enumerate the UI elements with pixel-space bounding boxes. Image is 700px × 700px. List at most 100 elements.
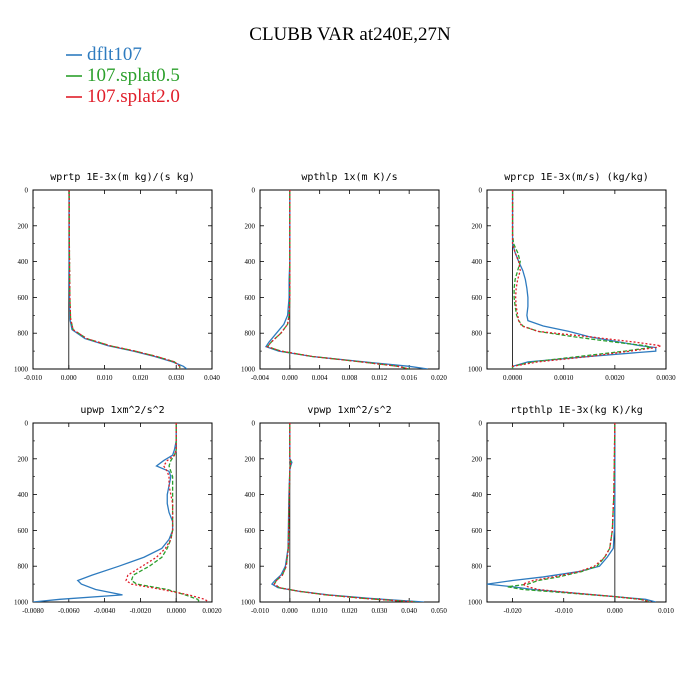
y-tick-label: 600 [472, 294, 483, 302]
legend-label: dflt107 [87, 44, 142, 65]
x-tick-label: 0.000 [607, 607, 623, 615]
x-tick-label: 0.030 [168, 374, 184, 382]
x-tick-label: 0.020 [342, 607, 358, 615]
series-line [270, 423, 425, 602]
y-tick-label: 0 [252, 420, 256, 428]
y-tick-label: 200 [18, 455, 29, 463]
x-tick-label: 0.0020 [605, 374, 625, 382]
y-tick-label: 400 [472, 258, 483, 266]
panel-title: vpwp 1xm^2/s^2 [307, 405, 391, 416]
y-tick-label: 0 [25, 187, 29, 195]
series-line [511, 190, 662, 369]
x-tick-label: 0.0010 [554, 374, 574, 382]
panel-grid: wprtp 1E-3x(m kg)/(s kg) 0 200 400 600 800 100… [14, 172, 676, 615]
chart-panel: wprtp 1E-3x(m kg)/(s kg) 0 200 400 600 800 100… [14, 172, 220, 382]
y-tick-label: 600 [245, 527, 256, 535]
y-tick-label: 800 [18, 330, 29, 338]
y-tick-label: 800 [472, 330, 483, 338]
y-tick-label: 1000 [241, 599, 256, 607]
y-tick-label: 1000 [468, 599, 483, 607]
y-tick-label: 400 [245, 258, 256, 266]
legend-label: 107.splat2.0 [87, 86, 180, 107]
chart-panel: wpthlp 1x(m K)/s 0 200 400 600 800 1000-0.004 0… [241, 172, 447, 382]
x-tick-label: 0.010 [658, 607, 674, 615]
x-tick-label: -0.0060 [58, 607, 80, 615]
y-tick-label: 200 [245, 455, 256, 463]
plot-frame [259, 189, 440, 370]
plot-frame [486, 422, 667, 603]
y-tick-label: 600 [472, 527, 483, 535]
y-tick-label: 800 [18, 563, 29, 571]
legend-label: 107.splat0.5 [87, 65, 180, 86]
x-tick-label: 0.020 [431, 374, 447, 382]
series-line [68, 190, 181, 369]
plot-frame [259, 422, 440, 603]
y-tick-label: 200 [472, 455, 483, 463]
series-line [521, 423, 651, 602]
y-tick-label: 0 [479, 187, 483, 195]
x-tick-label: 0.0030 [656, 374, 676, 382]
y-tick-label: 1000 [241, 366, 256, 374]
chart-panel: vpwp 1xm^2/s^2 0 200 400 600 800 1000-0.010 0.0… [241, 405, 447, 615]
panel-title: rtpthlp 1E-3x(kg K)/kg [510, 405, 642, 416]
y-tick-label: 200 [245, 222, 256, 230]
plot-frame [32, 189, 213, 370]
y-tick-label: 0 [25, 420, 29, 428]
panel-title: wprtp 1E-3x(m kg)/(s kg) [50, 172, 195, 183]
y-tick-label: 600 [18, 527, 29, 535]
panel-title: wpthlp 1x(m K)/s [301, 172, 397, 183]
y-tick-label: 800 [245, 330, 256, 338]
series-line [266, 190, 410, 369]
x-tick-label: 0.000 [282, 374, 298, 382]
figure-title: CLUBB VAR at240E,27N [249, 24, 451, 45]
x-tick-label: 0.030 [371, 607, 387, 615]
y-tick-label: 1000 [468, 366, 483, 374]
series-line [273, 423, 416, 602]
x-tick-label: -0.0020 [130, 607, 152, 615]
x-tick-label: 0.016 [401, 374, 417, 382]
x-tick-label: 0.0020 [202, 607, 222, 615]
y-tick-label: 600 [18, 294, 29, 302]
x-tick-label: 0.040 [204, 374, 220, 382]
y-tick-label: 200 [18, 222, 29, 230]
y-tick-label: 400 [472, 491, 483, 499]
x-tick-label: -0.020 [504, 607, 523, 615]
chart-panel: rtpthlp 1E-3x(kg K)/kg 0 200 400 600 800 1000 -… [468, 405, 674, 615]
x-tick-label: 0.004 [312, 374, 328, 382]
x-tick-label: 0.008 [342, 374, 358, 382]
x-tick-label: 0.050 [431, 607, 447, 615]
x-tick-label: -0.004 [251, 374, 270, 382]
y-tick-label: 1000 [14, 599, 29, 607]
series-line [507, 423, 651, 602]
panel-title: wprcp 1E-3x(m/s) (kg/kg) [504, 172, 649, 183]
x-tick-label: 0.012 [371, 374, 387, 382]
y-tick-label: 600 [245, 294, 256, 302]
x-tick-label: -0.0040 [94, 607, 116, 615]
plot-frame [32, 422, 213, 603]
y-tick-label: 400 [245, 491, 256, 499]
x-tick-label: -0.010 [24, 374, 43, 382]
y-tick-label: 400 [18, 258, 29, 266]
x-tick-label: 0.010 [97, 374, 113, 382]
x-tick-label: -0.010 [251, 607, 270, 615]
series-line [68, 190, 181, 369]
series-line [33, 423, 177, 602]
x-tick-label: 0.000 [282, 607, 298, 615]
x-tick-label: 0.040 [401, 607, 417, 615]
x-tick-label: 0.0000 [503, 374, 523, 382]
series-line [68, 190, 188, 369]
y-tick-label: 0 [252, 187, 256, 195]
y-tick-label: 800 [472, 563, 483, 571]
series-line [130, 423, 201, 602]
chart-panel: wprcp 1E-3x(m/s) (kg/kg) 0 200 400 600 800 100… [468, 172, 676, 382]
series-line [487, 423, 656, 602]
x-tick-label: 0.000 [61, 374, 77, 382]
x-tick-label: 0.010 [312, 607, 328, 615]
series-line [273, 423, 416, 602]
series-line [125, 423, 209, 602]
x-tick-label: -0.0080 [22, 607, 44, 615]
x-tick-label: 0.0000 [167, 607, 187, 615]
chart-panel: upwp 1xm^2/s^2 0 200 400 600 800 1000-0.0080 -0… [14, 405, 222, 615]
